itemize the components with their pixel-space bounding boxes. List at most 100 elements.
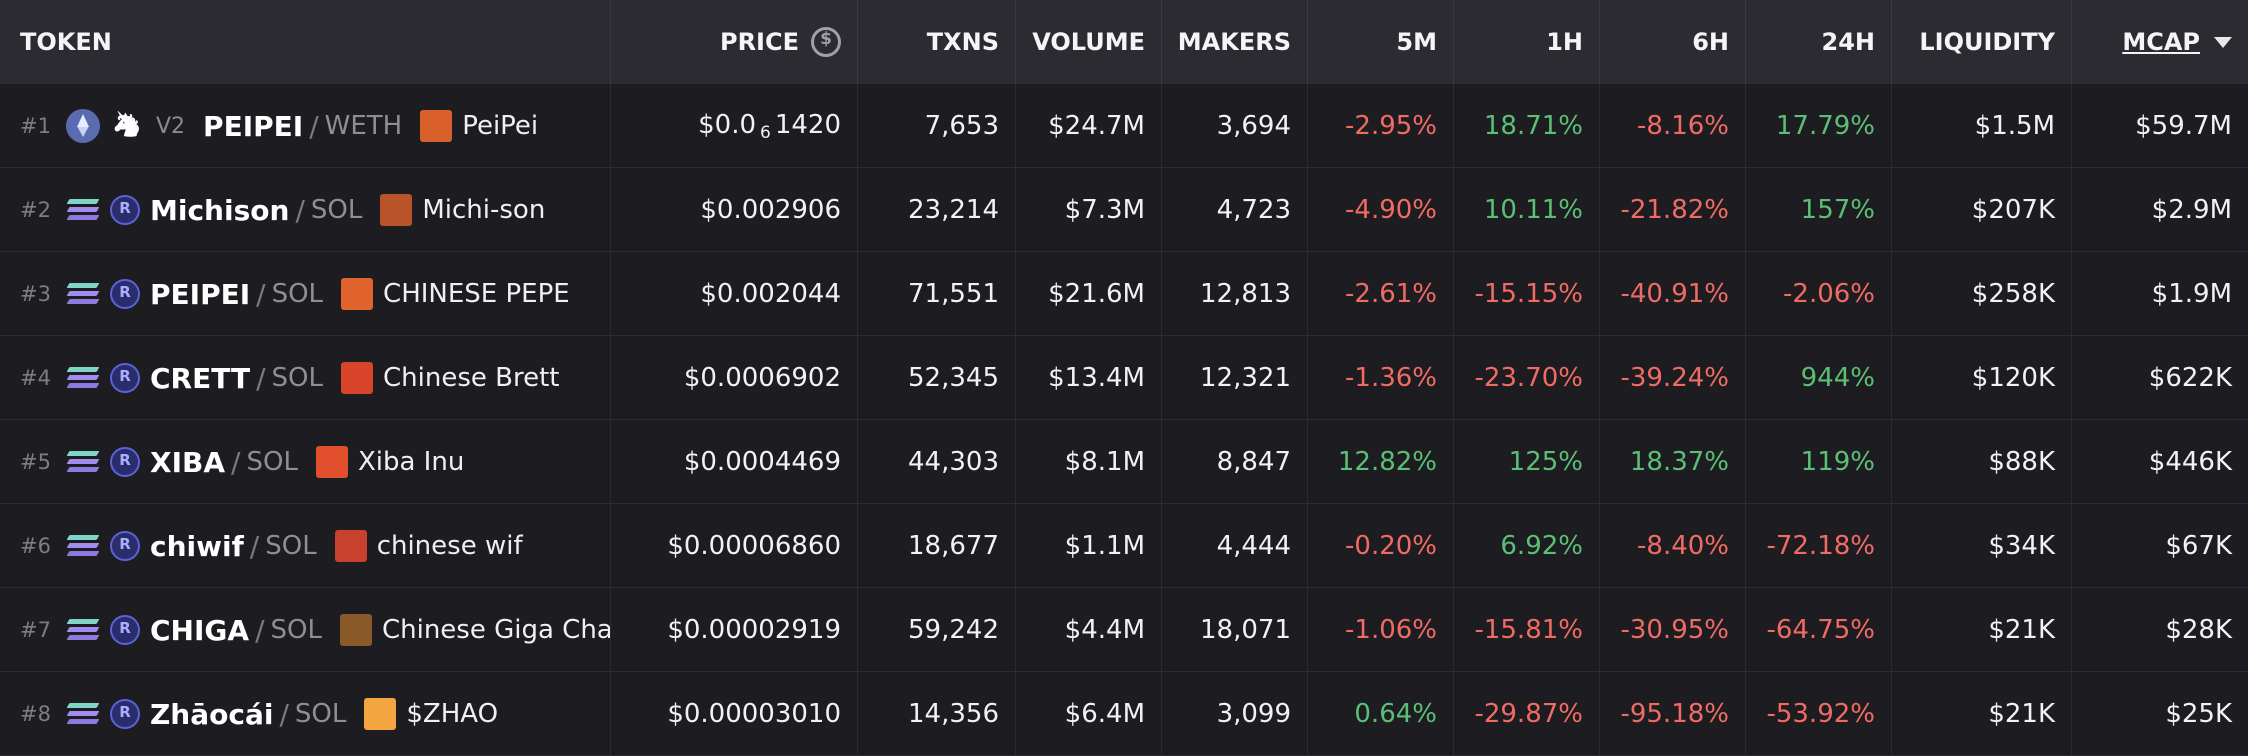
makers-value: 3,099 (1216, 699, 1291, 729)
makers-value: 12,813 (1200, 279, 1291, 309)
token-name: $ZHAO (406, 699, 499, 729)
price-value: $0.002044 (700, 279, 841, 309)
column-header-6h[interactable]: 6H (1600, 0, 1746, 84)
volume-cell: $4.4M (1016, 588, 1162, 672)
token-cell[interactable]: #6 chiwif/SOL chinese wif (0, 504, 611, 588)
dollar-circle-icon[interactable] (811, 27, 841, 57)
token-cell[interactable]: #4 CRETT/SOL Chinese Brett (0, 336, 611, 420)
quote-symbol: SOL (265, 531, 317, 561)
raydium-icon (110, 531, 140, 561)
column-header-volume[interactable]: VOLUME (1016, 0, 1162, 84)
volume-cell: $8.1M (1016, 420, 1162, 504)
column-header-token[interactable]: TOKEN (0, 0, 611, 84)
column-header-makers[interactable]: MAKERS (1162, 0, 1308, 84)
h24-value: -72.18% (1766, 531, 1875, 561)
txns-cell: 44,303 (858, 420, 1016, 504)
h24-cell: 944% (1746, 336, 1892, 420)
txns-value: 7,653 (924, 111, 999, 141)
price-value: $0.00003010 (667, 699, 841, 729)
token-cell[interactable]: #2 Michison/SOL Michi-son (0, 168, 611, 252)
h1-value: -29.87% (1474, 699, 1583, 729)
liquidity-cell: $1.5M (1892, 84, 2072, 168)
price-cell: $0.0004469 (611, 420, 858, 504)
pair-separator: / (255, 613, 265, 647)
txns-value: 18,677 (908, 531, 999, 561)
rank-label: #4 (20, 366, 51, 390)
pair-separator: / (231, 445, 241, 479)
price-cell: $0.00002919 (611, 588, 858, 672)
h1-cell: 125% (1454, 420, 1600, 504)
token-symbol: Michison (150, 193, 290, 227)
h6-cell: 18.37% (1600, 420, 1746, 504)
mcap-cell: $1.9M (2072, 252, 2248, 336)
m5-cell: -1.06% (1308, 588, 1454, 672)
column-header-liquidity-label: LIQUIDITY (1919, 28, 2055, 56)
makers-cell: 4,444 (1162, 504, 1308, 588)
h6-value: 18.37% (1629, 447, 1729, 477)
column-header-24h[interactable]: 24H (1746, 0, 1892, 84)
column-header-1h[interactable]: 1H (1454, 0, 1600, 84)
token-name: Chinese Giga Chad (381, 615, 611, 645)
price-cell: $0.002906 (611, 168, 858, 252)
h6-value: -21.82% (1620, 195, 1729, 225)
token-symbol: CHIGA (150, 613, 250, 647)
token-cell[interactable]: #7 CHIGA/SOL Chinese Giga Chad (0, 588, 611, 672)
column-header-txns[interactable]: TXNS (858, 0, 1016, 84)
table-row[interactable]: #5 XIBA/SOL Xiba Inu $0.0004469 44,303 $8.1M 8… (0, 420, 2248, 504)
table-row[interactable]: #8 Zhāocái/SOL $ZHAO $0.00003010 14,356 $6.4M… (0, 672, 2248, 756)
m5-cell: -4.90% (1308, 168, 1454, 252)
token-avatar-icon (420, 110, 453, 142)
column-header-liquidity[interactable]: LIQUIDITY (1892, 0, 2072, 84)
liquidity-cell: $258K (1892, 252, 2072, 336)
liquidity-value: $207K (1971, 195, 2055, 225)
table-row[interactable]: #6 chiwif/SOL chinese wif $0.00006860 18,677… (0, 504, 2248, 588)
table-row[interactable]: #4 CRETT/SOL Chinese Brett $0.0006902 52,345… (0, 336, 2248, 420)
token-symbol: Zhāocái (150, 697, 274, 731)
column-header-price[interactable]: PRICE (611, 0, 858, 84)
token-cell[interactable]: #5 XIBA/SOL Xiba Inu (0, 420, 611, 504)
h24-cell: 17.79% (1746, 84, 1892, 168)
price-cell: $0.00003010 (611, 672, 858, 756)
table-row[interactable]: #3 PEIPEI/SOL CHINESE PEPE $0.002044 71,551 $… (0, 252, 2248, 336)
h24-cell: -72.18% (1746, 504, 1892, 588)
makers-value: 3,694 (1216, 111, 1291, 141)
h6-cell: -30.95% (1600, 588, 1746, 672)
price-value: $0.002906 (700, 195, 841, 225)
m5-value: -1.06% (1345, 615, 1437, 645)
rank-label: #3 (20, 282, 51, 306)
price-cell: $0.002044 (611, 252, 858, 336)
pool-version-label: V2 (156, 113, 186, 139)
price-prefix: $0.002906 (700, 195, 841, 225)
column-header-5m[interactable]: 5M (1308, 0, 1454, 84)
token-cell[interactable]: #1 V2 PEIPEI/WETH PeiPei (0, 84, 611, 168)
rank-label: #1 (20, 114, 51, 138)
liquidity-value: $34K (1988, 531, 2055, 561)
h6-value: -8.40% (1637, 531, 1729, 561)
token-cell[interactable]: #3 PEIPEI/SOL CHINESE PEPE (0, 252, 611, 336)
h24-cell: -2.06% (1746, 252, 1892, 336)
table-row[interactable]: #7 CHIGA/SOL Chinese Giga Chad $0.00002919 5… (0, 588, 2248, 672)
price-value: $0.00002919 (667, 615, 841, 645)
makers-cell: 4,723 (1162, 168, 1308, 252)
makers-cell: 18,071 (1162, 588, 1308, 672)
pair-separator: / (256, 277, 266, 311)
sort-desc-icon[interactable] (2214, 36, 2232, 48)
table-row[interactable]: #2 Michison/SOL Michi-son $0.002906 23,214 $7… (0, 168, 2248, 252)
price-prefix: $0.00002919 (667, 615, 841, 645)
makers-value: 12,321 (1200, 363, 1291, 393)
mcap-cell: $59.7M (2072, 84, 2248, 168)
price-cell: $0.0006902 (611, 336, 858, 420)
token-cell[interactable]: #8 Zhāocái/SOL $ZHAO (0, 672, 611, 756)
token-avatar-icon (339, 614, 372, 646)
h1-value: 10.11% (1483, 195, 1583, 225)
h6-cell: -39.24% (1600, 336, 1746, 420)
token-symbol: CRETT (150, 361, 251, 395)
rank-label: #8 (20, 702, 51, 726)
column-header-mcap[interactable]: MCAP (2072, 0, 2248, 84)
rank-label: #7 (20, 618, 51, 642)
h24-value: 17.79% (1775, 111, 1875, 141)
m5-cell: 0.64% (1308, 672, 1454, 756)
txns-cell: 71,551 (858, 252, 1016, 336)
